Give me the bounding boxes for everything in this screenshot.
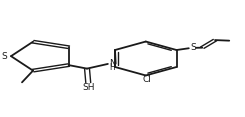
Text: S: S — [1, 52, 7, 61]
Text: Cl: Cl — [142, 75, 151, 84]
Text: SH: SH — [82, 83, 95, 92]
Text: S: S — [190, 43, 196, 52]
Text: H: H — [109, 63, 115, 72]
Text: N: N — [109, 59, 116, 68]
